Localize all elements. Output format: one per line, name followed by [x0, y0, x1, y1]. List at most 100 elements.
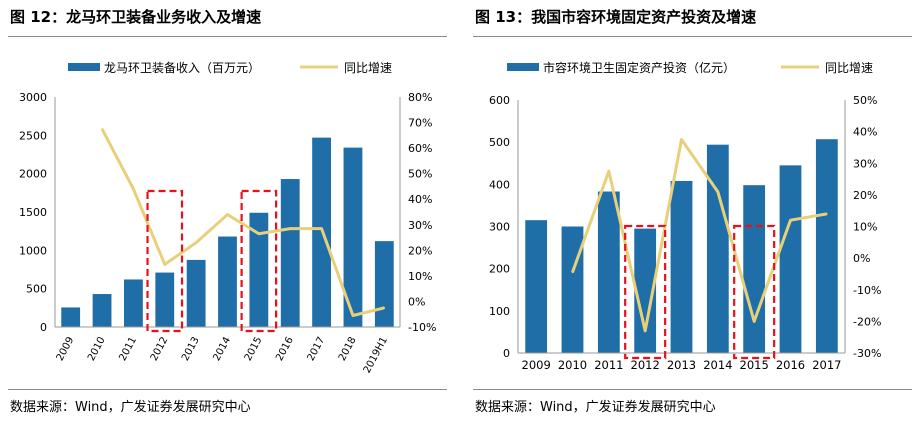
bar	[561, 226, 584, 353]
y-left-tick-label: 3000	[19, 91, 47, 104]
x-tick-label: 2012	[149, 335, 171, 363]
y-left-tick-label: 0	[503, 347, 510, 360]
bar	[706, 144, 729, 353]
legend-bar-label: 龙马环卫装备收入（百万元）	[104, 61, 260, 75]
y-left-tick-label: 200	[489, 263, 510, 276]
x-tick-label: 2014	[211, 335, 233, 363]
y-right-tick-label: 10%	[408, 270, 432, 283]
bar	[343, 147, 363, 327]
bar	[525, 220, 548, 353]
growth-point	[320, 227, 323, 230]
y-right-tick-label: 50%	[853, 94, 877, 107]
bar	[124, 279, 143, 327]
y-right-tick-label: 50%	[408, 168, 432, 181]
y-right-tick-label: 80%	[408, 91, 432, 104]
bar	[634, 228, 657, 353]
growth-line	[571, 138, 828, 333]
y-right-tick-label: 40%	[853, 126, 877, 139]
y-right-tick-label: 20%	[853, 189, 877, 202]
growth-point	[608, 170, 610, 172]
bar	[249, 212, 269, 327]
y-right-tick-label: -10%	[853, 284, 881, 297]
growth-point	[644, 330, 646, 332]
growth-point	[680, 138, 683, 141]
growth-point	[101, 128, 103, 130]
legend-bar-swatch	[68, 63, 100, 71]
x-tick-label: 2011	[594, 358, 623, 372]
bar	[61, 307, 81, 327]
y-left-tick-label: 0	[40, 321, 47, 334]
legend-bar-label: 市容环境卫生固定资产投资（亿元）	[543, 60, 735, 75]
x-tick-label: 2014	[703, 358, 732, 372]
highlight-box	[146, 189, 184, 333]
bar	[670, 180, 693, 353]
highlight-box	[240, 189, 278, 333]
y-left-tick-label: 1500	[19, 206, 47, 219]
x-tick-label: 2016	[274, 335, 296, 363]
y-right-tick-label: 10%	[853, 221, 877, 234]
bar	[218, 236, 237, 327]
x-tick-label: 2009	[522, 358, 551, 372]
y-right-tick-label: -20%	[853, 315, 881, 328]
growth-point	[826, 213, 828, 215]
y-left-tick-label: 300	[489, 221, 510, 234]
bar	[779, 165, 802, 353]
growth-point	[289, 227, 292, 230]
growth-line	[100, 128, 385, 317]
x-tick-label: 2019H1	[362, 335, 390, 375]
x-tick-label: 2015	[243, 335, 265, 363]
x-tick-label: 2013	[180, 335, 202, 363]
y-left-tick-label: 100	[489, 305, 510, 318]
source-rule	[8, 389, 447, 390]
figure-13-panel: 图 13：我国市容环境固定资产投资及增速 市容环境卫生固定资产投资（亿元） 同比增…	[465, 0, 920, 423]
x-tick-label: 2011	[117, 335, 139, 363]
y-left-tick-label: 600	[489, 94, 510, 107]
bar	[743, 185, 766, 353]
y-left-tick-label: 2000	[19, 168, 47, 181]
growth-point	[383, 307, 386, 309]
legend-bar-swatch	[507, 63, 539, 71]
bar	[186, 259, 206, 327]
y-right-tick-label: 30%	[408, 219, 432, 232]
x-tick-label: 2013	[667, 358, 696, 372]
x-tick-label: 2015	[740, 358, 769, 372]
growth-point	[753, 320, 755, 323]
growth-point	[789, 219, 792, 221]
investment-chart: 市容环境卫生固定资产投资（亿元） 同比增速 0 100 200 300 400 500 600 -…	[489, 60, 881, 372]
y-right-tick-label: -10%	[408, 321, 436, 334]
x-tick-label: 2010	[86, 335, 108, 363]
y-right-tick-label: 20%	[408, 244, 432, 257]
y-right-tick-label: 60%	[408, 142, 432, 155]
growth-point	[226, 213, 229, 216]
y-left-tick-label: 1000	[19, 244, 47, 257]
growth-point	[258, 232, 260, 235]
bar	[374, 241, 394, 327]
growth-point	[717, 190, 719, 193]
y-right-tick-label: 30%	[853, 157, 877, 170]
revenue-chart: 龙马环卫装备收入（百万元） 同比增速 0 500 1000 1500 2000 2500 300…	[19, 61, 436, 375]
bar	[155, 272, 175, 327]
legend-line-label: 同比增速	[825, 61, 873, 75]
y-right-tick-label: 0%	[853, 252, 870, 265]
highlight-box	[733, 224, 776, 360]
bar	[92, 294, 112, 327]
figure-12-panel: 图 12：龙马环卫装备业务收入及增速 龙马环卫装备收入（百万元） 同比增速 0 500…	[0, 0, 455, 423]
bar	[815, 139, 838, 353]
y-left-tick-label: 500	[26, 283, 47, 296]
x-tick-label: 2010	[558, 358, 587, 372]
growth-point	[571, 271, 574, 274]
x-tick-label: 2016	[776, 358, 805, 372]
title-rule	[8, 36, 447, 37]
bar	[280, 179, 300, 327]
y-right-tick-label: 0%	[408, 295, 425, 308]
x-tick-label: 2018	[337, 335, 359, 363]
y-left-tick-label: 500	[489, 136, 510, 149]
y-left-tick-label: 400	[489, 178, 510, 191]
source-note: 数据来源：Wind，广发证券发展研究中心	[10, 400, 251, 415]
y-right-tick-label: 70%	[408, 117, 432, 130]
legend-line-label: 同比增速	[344, 61, 392, 75]
highlight-box	[624, 224, 667, 360]
x-tick-label: 2012	[631, 358, 660, 372]
growth-point	[195, 241, 197, 244]
y-right-tick-label: -30%	[853, 347, 881, 360]
